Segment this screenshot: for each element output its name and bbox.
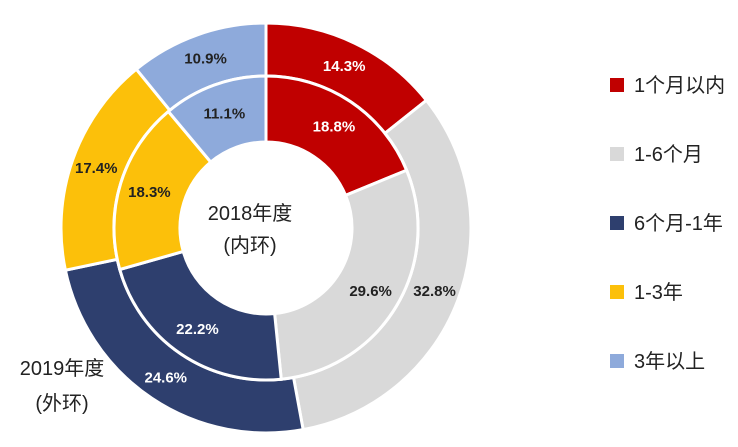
legend-swatch-1 — [610, 147, 624, 161]
legend: 1个月以内 1-6个月 6个月-1年 1-3年 3年以上 — [610, 74, 725, 373]
outer-caption: 2019年度 (外环) — [20, 357, 105, 415]
legend-swatch-2 — [610, 216, 624, 230]
inner-slice-3 — [112, 109, 213, 272]
legend-label-4: 3年以上 — [634, 350, 705, 373]
legend-swatch-4 — [610, 354, 624, 368]
legend-label-2: 6个月-1年 — [634, 212, 723, 235]
inner-ring-note: (内环) — [223, 234, 276, 257]
outer-value-label-0: 14.3% — [323, 58, 366, 75]
center-caption: 2018年度 (内环) — [208, 202, 293, 257]
outer-value-label-1: 32.8% — [413, 283, 456, 300]
outer-value-label-3: 17.4% — [75, 160, 118, 177]
legend-label-3: 1-3年 — [634, 281, 683, 304]
percentage-labels: 18.8% 29.6% 22.2% 18.3% 11.1% 14.3% 32.8% 24.6%… — [75, 50, 456, 386]
inner-ring-year: 2018年度 — [208, 202, 293, 225]
inner-slice-1 — [272, 168, 420, 381]
outer-value-label-4: 10.9% — [184, 50, 227, 67]
outer-ring-note: (外环) — [35, 392, 88, 415]
legend-label-1: 1-6个月 — [634, 143, 703, 166]
inner-slice-4 — [166, 74, 268, 165]
inner-slice-2 — [117, 249, 283, 382]
inner-value-label-3: 18.3% — [128, 184, 171, 201]
inner-value-label-1: 29.6% — [349, 283, 392, 300]
legend-label-0: 1个月以内 — [634, 74, 725, 97]
legend-swatch-0 — [610, 78, 624, 92]
inner-value-label-0: 18.8% — [313, 119, 356, 136]
outer-ring-year: 2019年度 — [20, 357, 105, 380]
inner-value-label-2: 22.2% — [176, 321, 219, 338]
inner-ring — [112, 74, 420, 382]
outer-value-label-2: 24.6% — [144, 370, 187, 387]
inner-value-label-4: 11.1% — [203, 105, 245, 122]
legend-swatch-3 — [610, 285, 624, 299]
